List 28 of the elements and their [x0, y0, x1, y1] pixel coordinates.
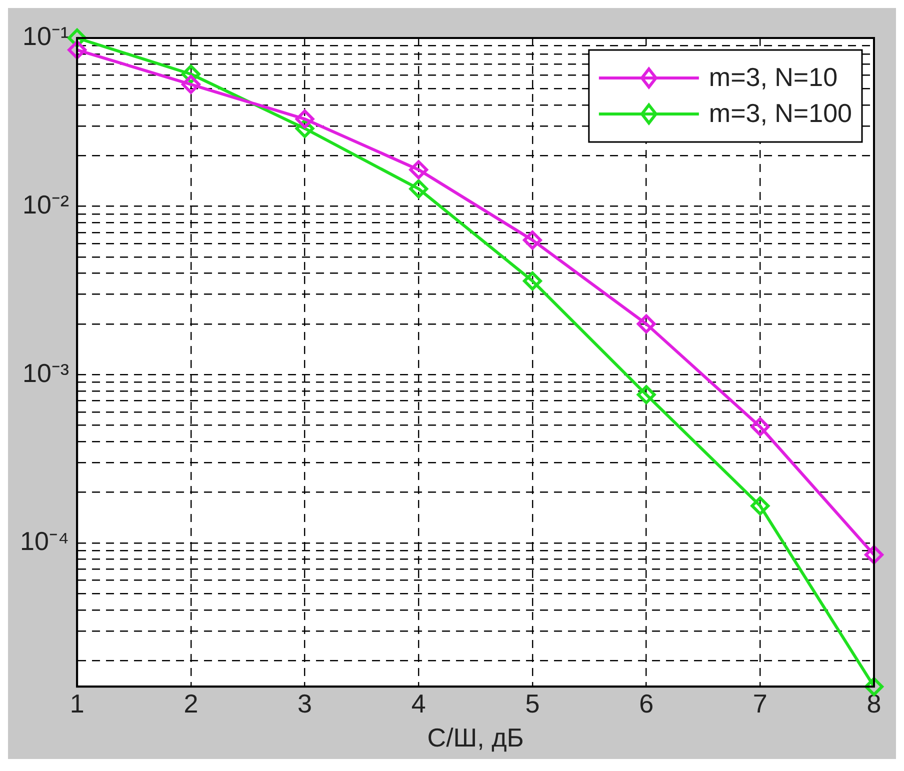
point: [522, 230, 542, 250]
y-tick-label: 10⁻⁴: [20, 526, 70, 556]
point: [409, 179, 428, 198]
point: [636, 314, 656, 334]
point: [409, 160, 428, 180]
point: [864, 677, 884, 696]
point: [295, 110, 314, 129]
x-axis-title: С/Ш, дБ: [427, 722, 524, 753]
legend-label: m=3, N=10: [708, 62, 838, 92]
x-tick-label: 3: [298, 688, 312, 718]
point: [750, 417, 770, 436]
point: [636, 385, 656, 404]
x-tick-label: 6: [639, 688, 654, 718]
point: [68, 40, 87, 60]
y-tick-label: 10⁻³: [22, 358, 70, 388]
x-tick-label: 4: [411, 688, 426, 718]
x-tick-label: 1: [70, 688, 84, 718]
legend-label: m=3, N=100: [708, 98, 852, 128]
x-tick-label: 7: [752, 688, 768, 718]
point: [181, 74, 200, 94]
x-tick-label: 8: [866, 688, 882, 718]
point: [750, 496, 770, 516]
y-tick-label: 10⁻²: [22, 189, 70, 220]
point: [522, 271, 542, 290]
point: [864, 545, 884, 564]
x-tick-label: 2: [184, 688, 198, 718]
x-tick-label: 5: [525, 688, 540, 718]
y-tick-label: 10⁻¹: [22, 21, 70, 52]
